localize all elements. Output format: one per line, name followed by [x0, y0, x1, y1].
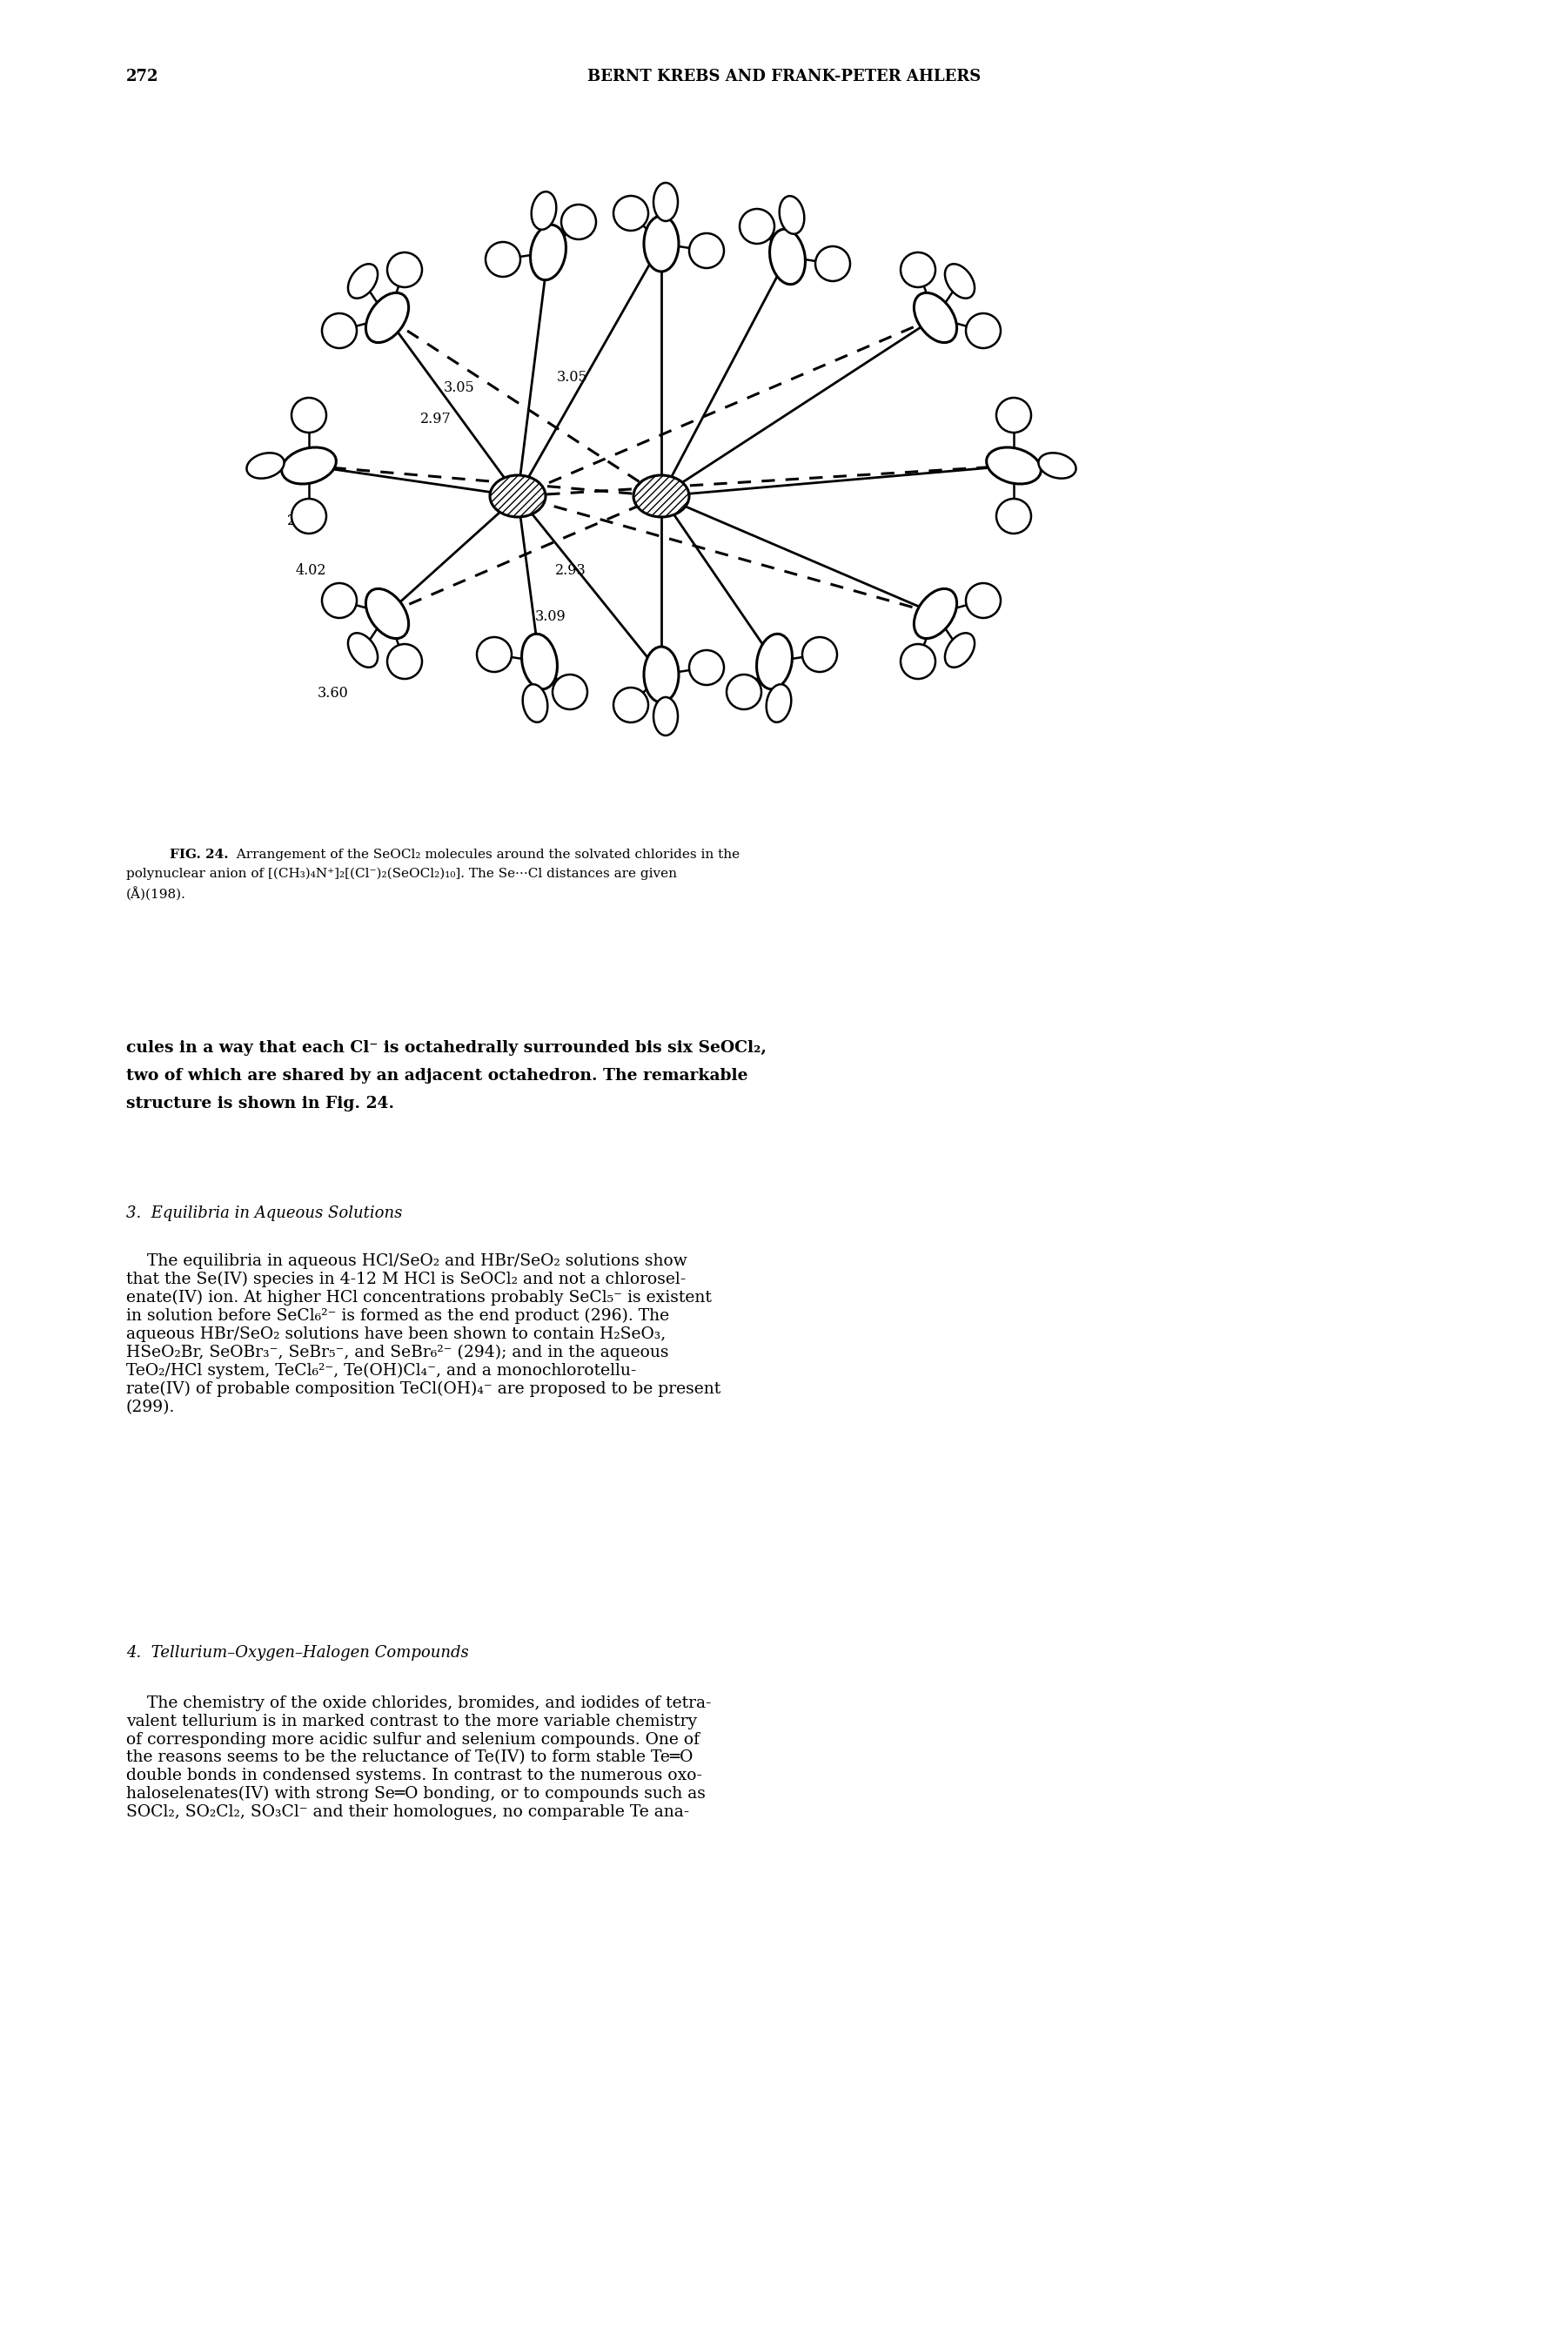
Circle shape [486, 242, 521, 277]
Text: 3.  Equilibria in Aqueous Solutions: 3. Equilibria in Aqueous Solutions [125, 1206, 403, 1222]
Text: Arrangement of the SeOCl₂ molecules around the solvated chlorides in the: Arrangement of the SeOCl₂ molecules arou… [227, 848, 740, 860]
Circle shape [726, 674, 762, 710]
Ellipse shape [779, 195, 804, 235]
Ellipse shape [654, 698, 677, 736]
Ellipse shape [530, 226, 566, 280]
Text: cules in a way that each Cl⁻ is octahedrally surrounded bis six SeOCl₂,: cules in a way that each Cl⁻ is octahedr… [125, 1041, 767, 1055]
Circle shape [966, 313, 1000, 348]
Ellipse shape [489, 475, 546, 517]
Ellipse shape [1038, 454, 1076, 479]
Circle shape [690, 651, 724, 684]
Ellipse shape [365, 590, 409, 639]
Ellipse shape [348, 632, 378, 667]
Circle shape [966, 583, 1000, 618]
Circle shape [996, 498, 1032, 533]
Text: 4.  Tellurium–Oxygen–Halogen Compounds: 4. Tellurium–Oxygen–Halogen Compounds [125, 1645, 469, 1661]
Text: structure is shown in Fig. 24.: structure is shown in Fig. 24. [125, 1095, 394, 1112]
Ellipse shape [633, 475, 690, 517]
Text: The equilibria in aqueous HCl/SeO₂ and HBr/SeO₂ solutions show
that the Se(IV) s: The equilibria in aqueous HCl/SeO₂ and H… [125, 1253, 721, 1415]
Text: 4.02: 4.02 [296, 564, 326, 578]
Text: The chemistry of the oxide chlorides, bromides, and iodides of tetra-
valent tel: The chemistry of the oxide chlorides, br… [125, 1694, 712, 1819]
Ellipse shape [757, 634, 792, 689]
Ellipse shape [522, 684, 547, 721]
Circle shape [900, 644, 936, 679]
Circle shape [387, 644, 422, 679]
Text: FIG. 24.: FIG. 24. [169, 848, 229, 860]
Ellipse shape [246, 454, 284, 479]
Ellipse shape [946, 632, 975, 667]
Circle shape [900, 251, 936, 287]
Text: 2.87: 2.87 [287, 515, 318, 529]
Text: polynuclear anion of [(CH₃)₄N⁺]₂[(Cl⁻)₂(SeOCl₂)₁₀]. The Se···Cl distances are gi: polynuclear anion of [(CH₃)₄N⁺]₂[(Cl⁻)₂(… [125, 867, 677, 881]
Ellipse shape [644, 216, 679, 273]
Circle shape [740, 209, 775, 244]
Circle shape [552, 674, 588, 710]
Circle shape [292, 498, 326, 533]
Text: two of which are shared by an adjacent octahedron. The remarkable: two of which are shared by an adjacent o… [125, 1067, 748, 1083]
Text: 3.09: 3.09 [535, 609, 566, 625]
Ellipse shape [282, 446, 336, 484]
Ellipse shape [770, 230, 806, 284]
Circle shape [803, 637, 837, 672]
Ellipse shape [654, 183, 677, 221]
Circle shape [477, 637, 511, 672]
Circle shape [387, 251, 422, 287]
Text: 3.05: 3.05 [557, 369, 588, 385]
Circle shape [815, 247, 850, 282]
Ellipse shape [532, 193, 557, 230]
Ellipse shape [644, 646, 679, 703]
Text: BERNT KREBS AND FRANK-PETER AHLERS: BERNT KREBS AND FRANK-PETER AHLERS [588, 68, 980, 85]
Text: 2.97: 2.97 [420, 411, 452, 425]
Circle shape [561, 204, 596, 240]
Text: (Å)(198).: (Å)(198). [125, 886, 187, 900]
Ellipse shape [914, 590, 956, 639]
Ellipse shape [522, 634, 557, 689]
Text: 3.60: 3.60 [318, 686, 348, 700]
Circle shape [321, 313, 358, 348]
Circle shape [996, 397, 1032, 432]
Circle shape [613, 689, 648, 721]
Ellipse shape [348, 263, 378, 298]
Ellipse shape [767, 684, 792, 721]
Circle shape [321, 583, 358, 618]
Circle shape [292, 397, 326, 432]
Circle shape [690, 233, 724, 268]
Ellipse shape [365, 294, 409, 343]
Ellipse shape [946, 263, 975, 298]
Text: 2.93: 2.93 [555, 564, 586, 578]
Text: 272: 272 [125, 68, 158, 85]
Circle shape [613, 195, 648, 230]
Ellipse shape [914, 294, 956, 343]
Text: 3.05: 3.05 [444, 381, 475, 395]
Ellipse shape [986, 446, 1041, 484]
